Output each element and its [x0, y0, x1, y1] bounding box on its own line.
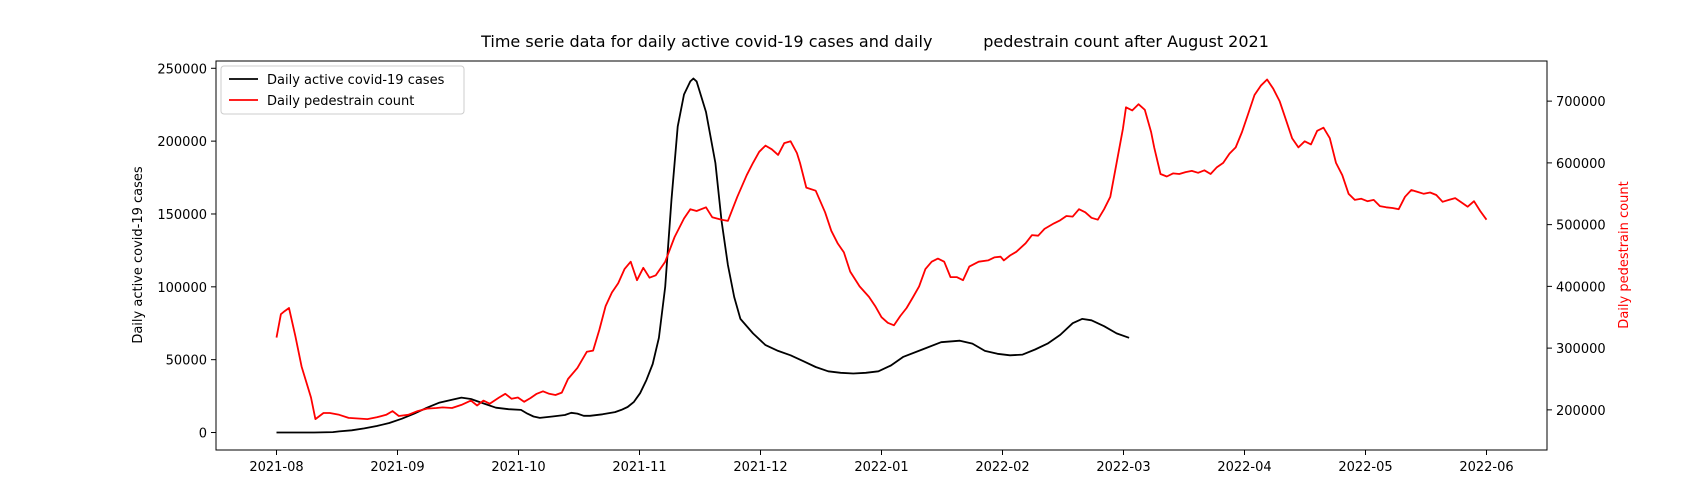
y-axis-left-title: Daily active covid-19 cases: [131, 166, 146, 344]
y-right-tick-label: 200000: [1556, 404, 1606, 419]
legend: Daily active covid-19 cases Daily pedest…: [220, 65, 465, 115]
y-left-tick-label: 250000: [157, 62, 207, 77]
x-tick-label: 2022-02: [975, 460, 1029, 475]
x-tick-label: 2022-05: [1338, 460, 1392, 475]
y-axis-right: 200000 300000 400000 500000 600000 700000: [1547, 95, 1606, 419]
y-axis-left: 0 50000 100000 150000 200000 250000: [157, 62, 216, 442]
x-tick-label: 2022-04: [1217, 460, 1271, 475]
y-right-tick-label: 700000: [1556, 95, 1606, 110]
x-axis: 2021-08 2021-09 2021-10 2021-11 2021-12 2022-…: [249, 450, 1514, 475]
legend-label-cases: Daily active covid-19 cases: [267, 73, 445, 88]
y-right-tick-label: 500000: [1556, 219, 1606, 234]
legend-label-pedestrian: Daily pedestrain count: [267, 94, 414, 109]
chart-title: Time serie data for daily active covid-1…: [480, 32, 1269, 51]
y-left-tick-label: 0: [199, 427, 207, 442]
series-line-pedestrian-count: [275, 78, 1488, 421]
y-left-tick-label: 200000: [157, 135, 207, 150]
x-tick-label: 2021-12: [733, 460, 787, 475]
y-right-tick-label: 400000: [1556, 280, 1606, 295]
y-axis-right-title: Daily pedestrain count: [1617, 181, 1632, 328]
y-right-tick-label: 600000: [1556, 157, 1606, 172]
x-tick-label: 2021-10: [491, 460, 545, 475]
x-tick-label: 2021-11: [612, 460, 666, 475]
x-tick-label: 2021-08: [249, 460, 303, 475]
x-tick-label: 2022-06: [1459, 460, 1513, 475]
x-tick-label: 2021-09: [370, 460, 424, 475]
y-right-tick-label: 300000: [1556, 342, 1606, 357]
y-left-tick-label: 50000: [166, 354, 207, 369]
legend-box: [220, 65, 465, 115]
x-tick-label: 2022-01: [854, 460, 908, 475]
x-tick-label: 2022-03: [1096, 460, 1150, 475]
series-line-covid-cases: [276, 77, 1130, 434]
series-layer: [275, 77, 1488, 434]
y-left-tick-label: 100000: [157, 281, 207, 296]
y-left-tick-label: 150000: [157, 208, 207, 223]
